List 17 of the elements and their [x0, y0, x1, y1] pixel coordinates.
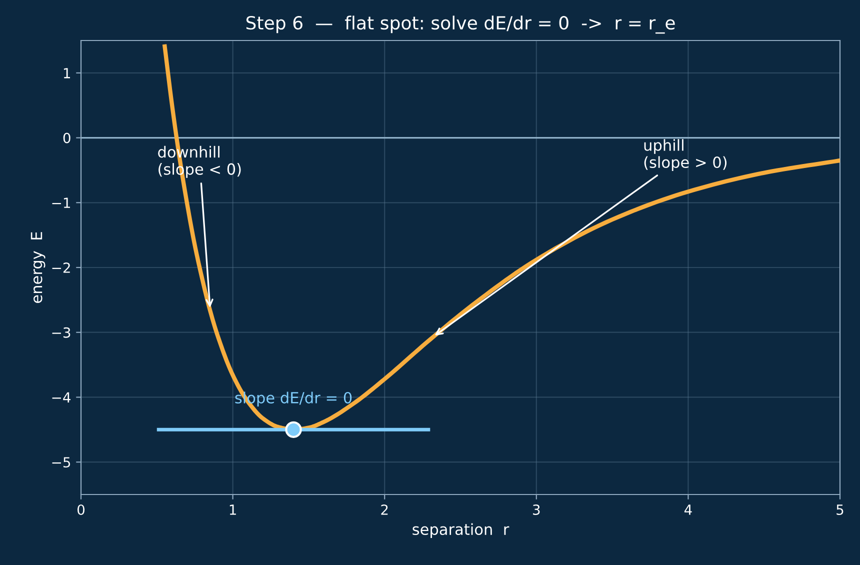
y-tick-label: −3	[52, 327, 70, 338]
x-tick-label: 4	[684, 504, 692, 515]
x-axis-title: separation r	[412, 523, 510, 538]
x-tick-label: 3	[533, 504, 540, 515]
y-tick-label: −2	[52, 262, 70, 273]
y-tick-label: −5	[52, 457, 70, 468]
x-tick-label: 1	[230, 504, 236, 515]
x-tick-label: 5	[836, 504, 844, 515]
y-axis-title: energy E	[30, 232, 46, 303]
y-tick-label: −4	[52, 392, 70, 402]
annotation: uphill (slope > 0)	[644, 139, 727, 171]
x-tick-label: 2	[381, 504, 388, 515]
chart-title: Step 6 — flat spot: solve dE/dr = 0 -> r = r_e	[246, 16, 675, 34]
y-tick-label: −1	[52, 198, 70, 208]
y-tick-label: 1	[64, 68, 70, 78]
y-tick-label: 0	[63, 132, 70, 144]
x-tick-label: 0	[77, 504, 84, 515]
